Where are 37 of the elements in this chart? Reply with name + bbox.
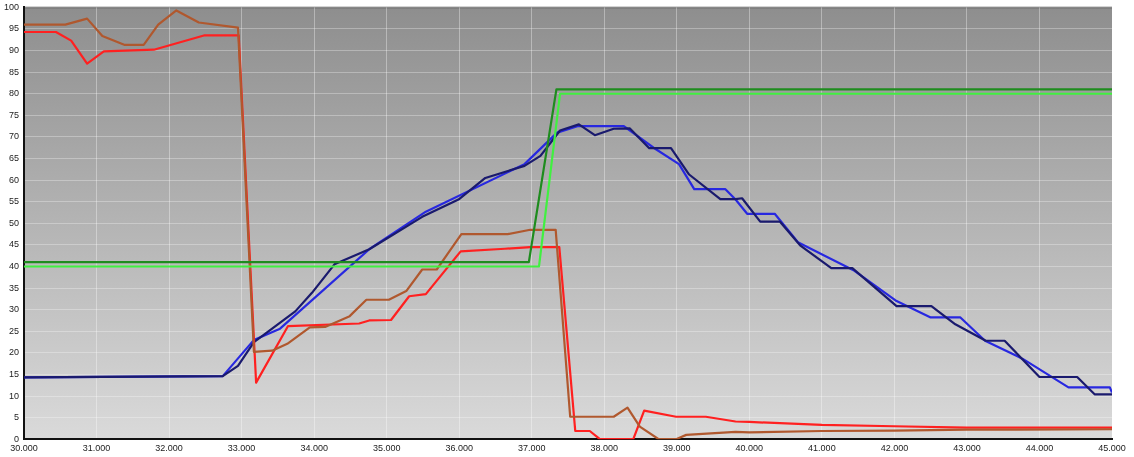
y-tick-label: 35 xyxy=(9,282,20,293)
y-tick-label: 40 xyxy=(9,260,20,271)
x-tick-label: 32.000 xyxy=(155,443,183,454)
y-tick-label: 100 xyxy=(3,1,20,12)
y-tick-label: 45 xyxy=(9,239,20,250)
x-tick-label: 36.000 xyxy=(445,443,473,454)
x-tick-label: 35.000 xyxy=(372,443,401,454)
y-tick-label: 95 xyxy=(9,23,20,34)
x-tick-label: 33.000 xyxy=(227,443,256,454)
y-tick-label: 70 xyxy=(9,131,20,142)
y-tick-label: 5 xyxy=(14,412,20,423)
y-tick-label: 90 xyxy=(9,45,20,56)
x-tick-label: 42.000 xyxy=(880,443,909,454)
x-tick-label: 30.000 xyxy=(10,443,38,454)
x-tick-label: 43.000 xyxy=(953,443,981,454)
x-tick-label: 39.000 xyxy=(663,443,691,454)
y-tick-label: 20 xyxy=(9,347,20,358)
x-tick-label: 45.000 xyxy=(1098,443,1126,454)
y-tick-label: 65 xyxy=(9,153,20,164)
y-tick-label: 25 xyxy=(9,325,20,336)
y-tick-label: 80 xyxy=(9,88,20,99)
y-tick-label: 75 xyxy=(9,109,20,120)
x-tick-label: 38.000 xyxy=(590,443,619,454)
y-tick-label: 60 xyxy=(9,174,20,185)
x-tick-label: 37.000 xyxy=(517,443,546,454)
y-tick-label: 10 xyxy=(9,390,20,401)
y-tick-label: 30 xyxy=(9,304,20,315)
y-tick-label: 50 xyxy=(9,217,20,228)
x-tick-label: 31.000 xyxy=(82,443,111,454)
y-tick-label: 0 xyxy=(14,433,20,444)
x-tick-label: 40.000 xyxy=(735,443,764,454)
x-tick-label: 44.000 xyxy=(1025,443,1054,454)
y-tick-label: 85 xyxy=(9,66,20,77)
x-tick-label: 34.000 xyxy=(300,443,328,454)
y-tick-label: 15 xyxy=(9,368,20,379)
x-tick-label: 41.000 xyxy=(808,443,836,454)
y-tick-label: 55 xyxy=(9,196,20,207)
